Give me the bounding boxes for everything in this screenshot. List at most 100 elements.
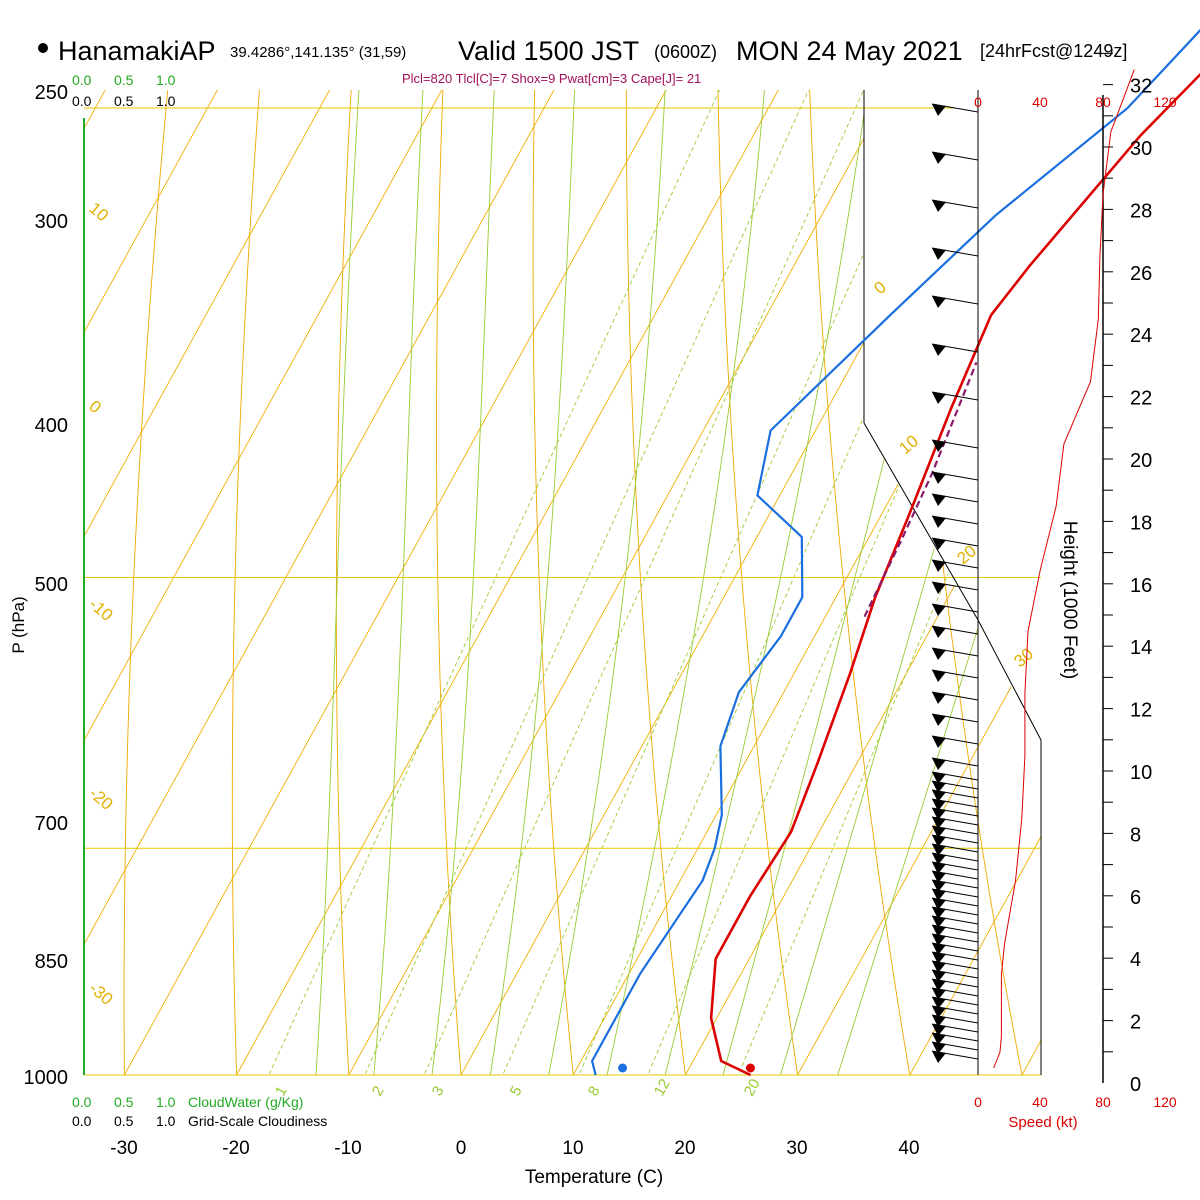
mixing-ratio-label: 12 bbox=[651, 1076, 674, 1099]
x-tick-20: 20 bbox=[674, 1138, 695, 1159]
dry-adiabat-line bbox=[231, 90, 381, 1075]
wind-barb-flag bbox=[932, 692, 946, 704]
wind-barb-flag bbox=[932, 648, 946, 660]
isotherm-line bbox=[759, 90, 1041, 1075]
isotherm-label: -30 bbox=[85, 979, 116, 1009]
moist-adiabat-line bbox=[647, 90, 951, 1075]
wind-barb-flag bbox=[932, 844, 946, 856]
cloud-top-tick-05: 0.5 bbox=[114, 72, 134, 88]
height-tick-label: 32 bbox=[1130, 76, 1152, 98]
isotherm-line bbox=[84, 90, 1041, 1075]
series-parcel bbox=[863, 361, 978, 618]
height-tick-label: 24 bbox=[1130, 325, 1152, 347]
isotherm-line bbox=[84, 90, 659, 1075]
wind-barb-flag bbox=[932, 871, 946, 883]
isotherm-label: 10 bbox=[85, 199, 112, 226]
speed-bottom-tick-80: 80 bbox=[1095, 1094, 1111, 1110]
mixing-ratio-label: 5 bbox=[507, 1083, 526, 1099]
mixing-ratio-line bbox=[319, 90, 943, 1075]
isotherm-line bbox=[198, 90, 1041, 1075]
valid-date: MON 24 May 2021 bbox=[736, 36, 963, 66]
station-name: HanamakiAP bbox=[58, 36, 216, 66]
wind-barb-flag bbox=[932, 799, 946, 811]
p-tick-500: 500 bbox=[35, 574, 68, 596]
isotherm-line bbox=[871, 90, 1041, 1075]
wind-barb-flag bbox=[932, 494, 946, 506]
moist-adiabat-line bbox=[479, 90, 647, 1075]
mixing-ratio-line bbox=[458, 90, 1041, 1075]
cloudiness-top-tick-0: 0.0 bbox=[72, 93, 92, 109]
wind-barb-flag bbox=[932, 104, 946, 116]
wind-barb-flag bbox=[932, 200, 946, 212]
wind-speed-profile bbox=[993, 69, 1135, 1069]
wind-barb-flag bbox=[932, 736, 946, 748]
cloudiness-top-tick-1: 1.0 bbox=[156, 93, 176, 109]
wind-barb-flag bbox=[932, 714, 946, 726]
height-tick-label: 14 bbox=[1130, 637, 1152, 659]
series-temperature bbox=[709, 72, 1200, 1077]
p-tick-700: 700 bbox=[35, 813, 68, 835]
moist-adiabat-line bbox=[423, 90, 578, 1075]
isotherm-line bbox=[84, 90, 771, 1075]
height-tick-label: 6 bbox=[1130, 887, 1141, 909]
station-coords: 39.4286°,141.135° (31,59) bbox=[230, 44, 406, 61]
wind-barb-flag bbox=[932, 835, 946, 847]
wind-barb-flag bbox=[932, 907, 946, 919]
wind-barb-flag bbox=[932, 781, 946, 793]
wind-barb-flag bbox=[932, 772, 946, 784]
height-tick-label: 10 bbox=[1130, 762, 1152, 784]
height-tick-label: 26 bbox=[1130, 263, 1152, 285]
mixing-ratio-line bbox=[604, 90, 1041, 1075]
wind-barb-flag bbox=[932, 472, 946, 484]
wind-barb-flag bbox=[932, 152, 946, 164]
dry-adiabat-line bbox=[887, 90, 1036, 1075]
height-tick-label: 18 bbox=[1130, 512, 1152, 534]
x-axis-label: Temperature (C) bbox=[525, 1167, 663, 1188]
mixing-ratio-label: 20 bbox=[741, 1076, 764, 1099]
mixing-ratio-line bbox=[696, 90, 1041, 1075]
cloudwater-label: CloudWater (g/Kg) bbox=[188, 1094, 303, 1110]
wind-barb-flag bbox=[932, 826, 946, 838]
height-tick-label: 8 bbox=[1130, 824, 1141, 846]
wind-barb-flag bbox=[932, 560, 946, 572]
mixing-ratio-label: 3 bbox=[429, 1083, 448, 1099]
x-tick-40: 40 bbox=[898, 1138, 919, 1159]
wind-barb-flag bbox=[932, 961, 946, 973]
speed-top-tick-0: 0 bbox=[974, 94, 982, 110]
cloudiness-bottom-tick-1: 1.0 bbox=[156, 1113, 176, 1129]
wind-barb-flag bbox=[932, 1024, 946, 1036]
speed-bottom-tick-120: 120 bbox=[1153, 1094, 1177, 1110]
height-tick-label: 16 bbox=[1130, 575, 1152, 597]
speed-top-tick-80: 80 bbox=[1095, 94, 1111, 110]
isotherm-line bbox=[647, 90, 1041, 1075]
p-axis-label: P (hPa) bbox=[9, 596, 28, 653]
p-tick-1000: 1000 bbox=[24, 1067, 69, 1089]
wind-barb-flag bbox=[932, 880, 946, 892]
height-tick-label: 28 bbox=[1130, 200, 1152, 222]
moist-adiabat-line bbox=[591, 90, 829, 1075]
wind-barb-flag bbox=[932, 997, 946, 1009]
height-tick-label: 12 bbox=[1130, 700, 1152, 722]
mixing-ratio-line bbox=[222, 90, 856, 1075]
isotherm-line bbox=[84, 90, 547, 1075]
station-marker-icon bbox=[38, 43, 48, 53]
moist-adiabat-line bbox=[703, 90, 1041, 1075]
forecast-label: [24hrFcst@1249z] bbox=[980, 41, 1127, 61]
cloudiness-top-tick-05: 0.5 bbox=[114, 93, 134, 109]
isotherm-line bbox=[84, 90, 210, 1075]
height-tick-label: 22 bbox=[1130, 388, 1152, 410]
p-tick-250: 250 bbox=[35, 82, 68, 104]
cloud-bottom-tick-05: 0.5 bbox=[114, 1094, 134, 1110]
height-tick-label: 20 bbox=[1130, 450, 1152, 472]
wind-barb-flag bbox=[932, 934, 946, 946]
moist-adiabat-line bbox=[815, 90, 1041, 1075]
wind-barb-flag bbox=[932, 979, 946, 991]
wind-barb-flag bbox=[932, 943, 946, 955]
valid-utc: (0600Z) bbox=[654, 42, 717, 62]
wind-barb-flag bbox=[932, 916, 946, 928]
moist-adiabat-line bbox=[759, 90, 1041, 1075]
wind-barb-flag bbox=[932, 970, 946, 982]
